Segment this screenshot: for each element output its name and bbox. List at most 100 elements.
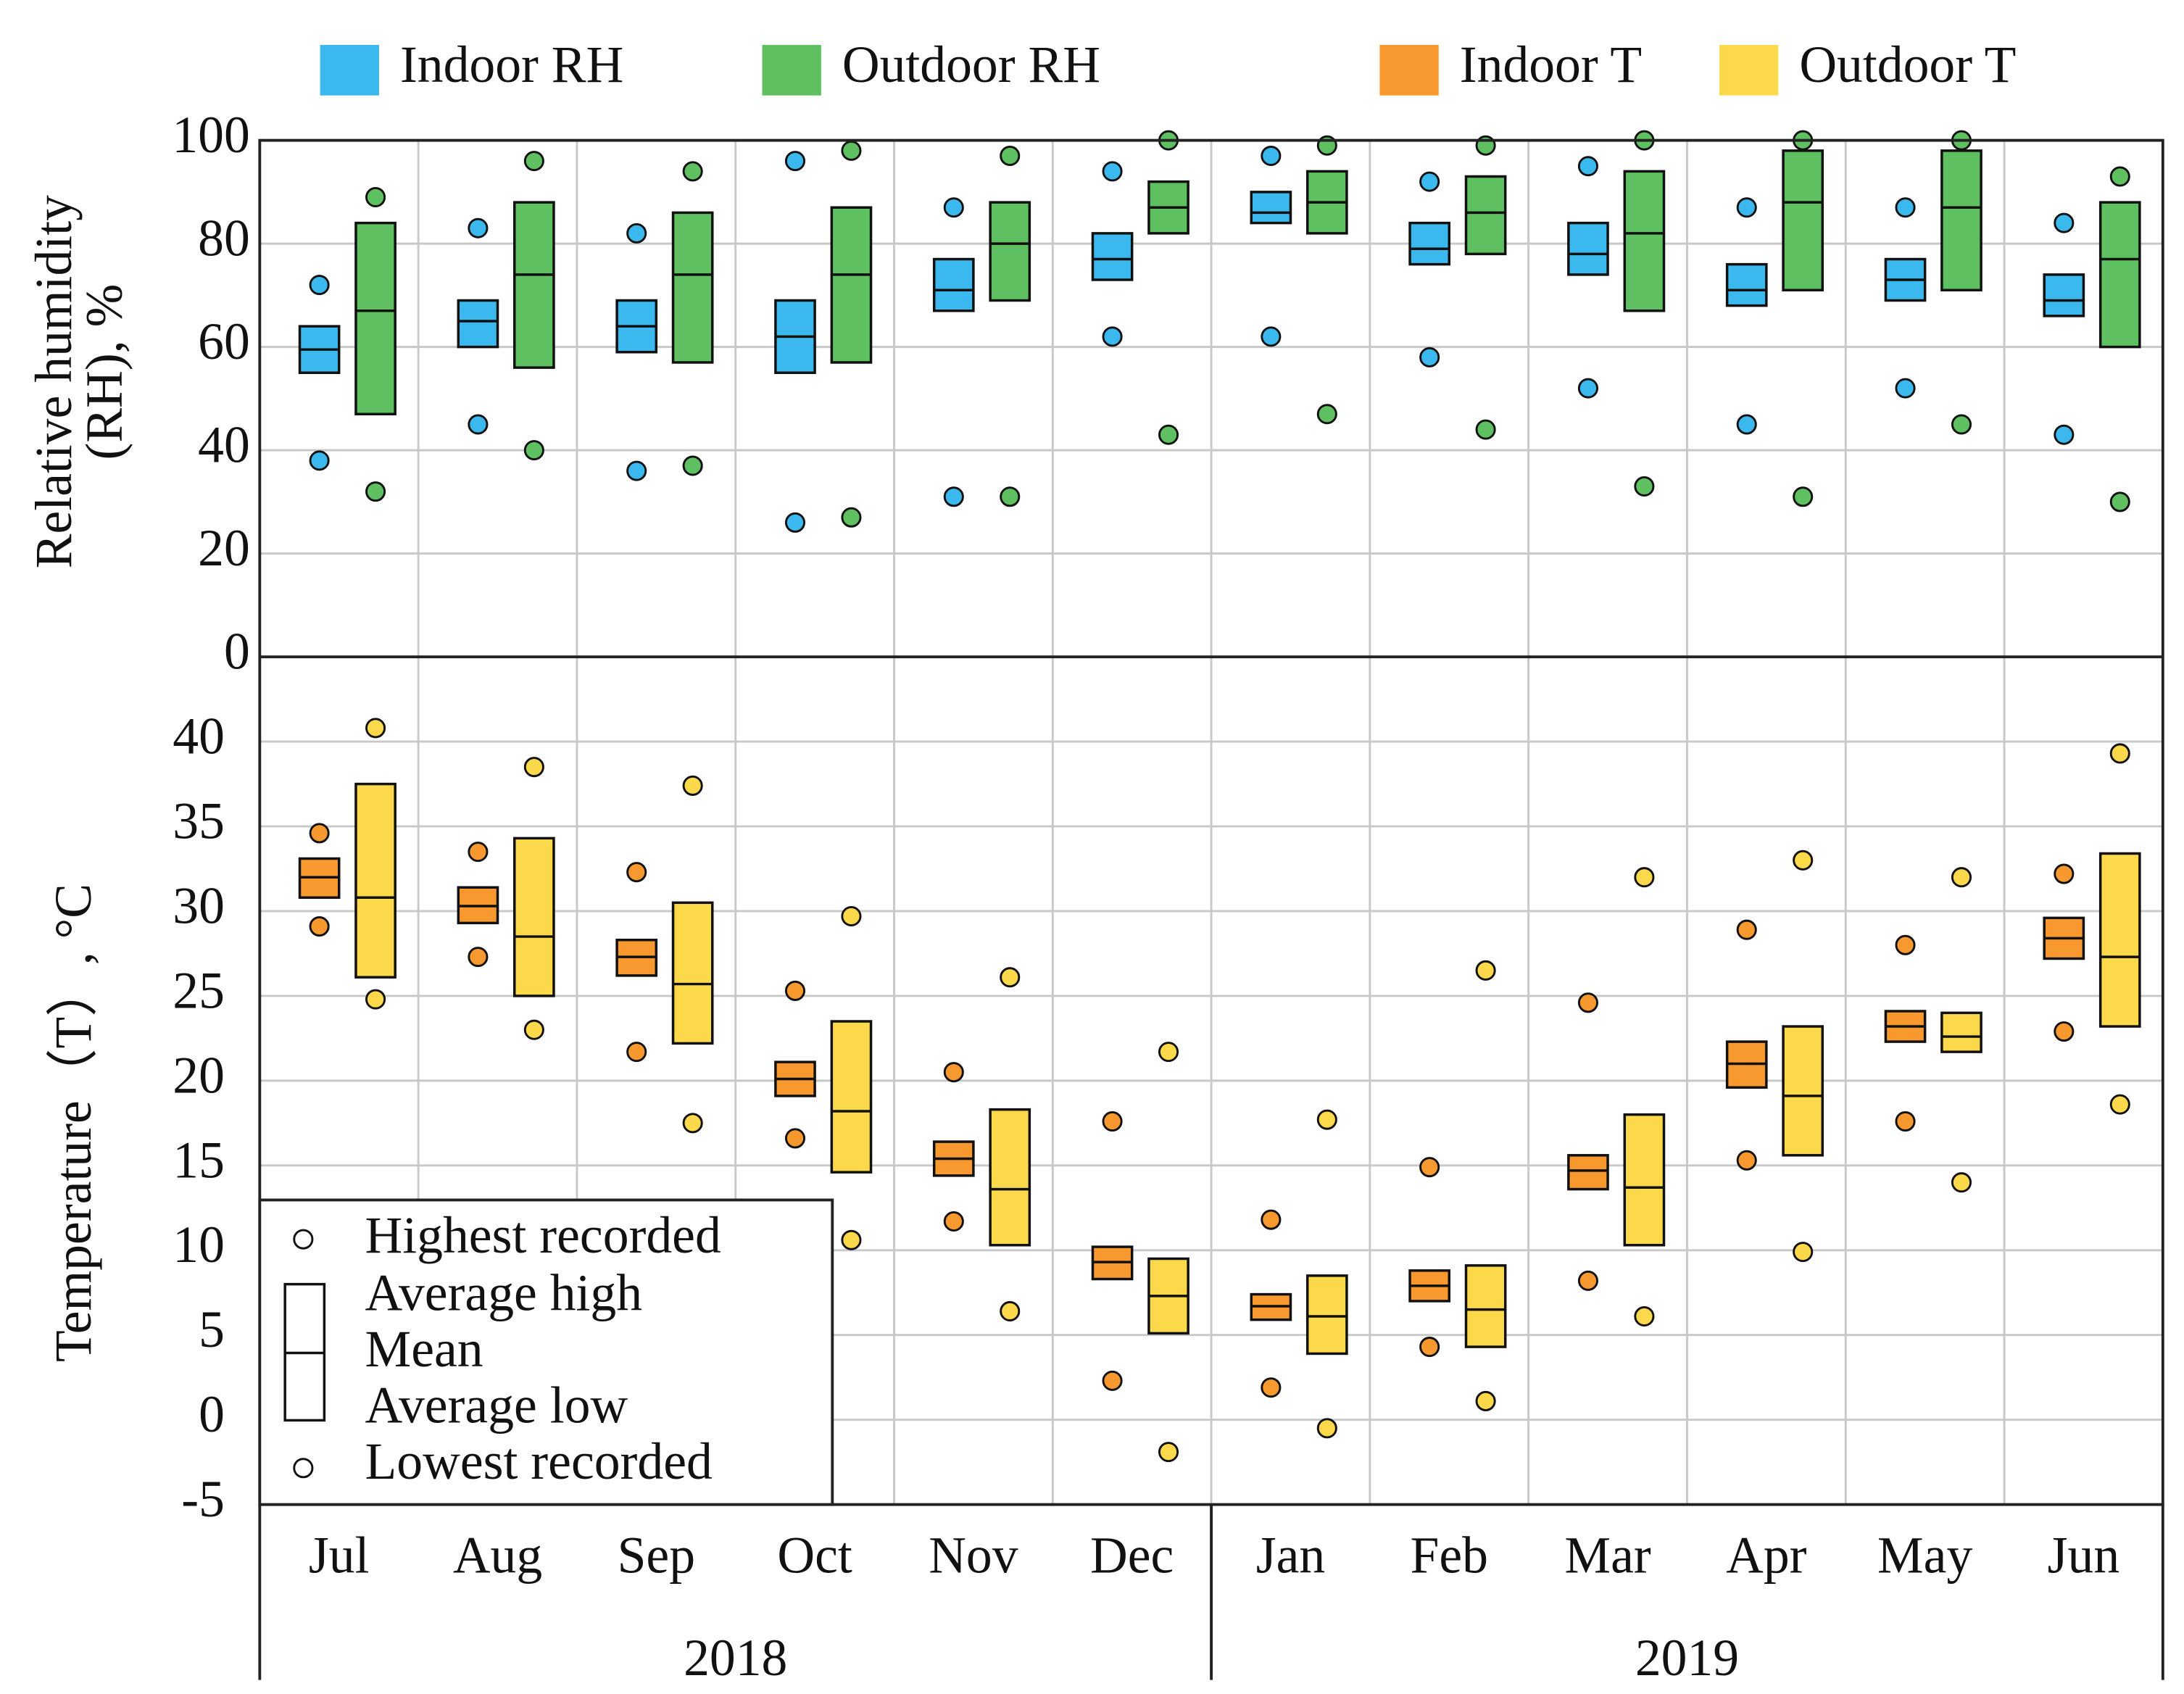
highest-dot	[943, 1062, 964, 1083]
highest-dot	[523, 151, 544, 172]
x-tick-label: Nov	[929, 1527, 1018, 1584]
lowest-dot	[365, 989, 386, 1010]
lowest-dot	[784, 1128, 806, 1149]
range-box	[1940, 1011, 1982, 1053]
highest-dot	[2054, 212, 2075, 233]
highest-dot	[1102, 1110, 1123, 1132]
y-tick-label: 60	[198, 313, 250, 370]
highest-dot	[309, 275, 330, 296]
lowest-dot	[943, 1211, 964, 1232]
x-tick-label: Feb	[1411, 1527, 1488, 1584]
highest-dot	[841, 140, 862, 161]
range-box	[1091, 232, 1134, 281]
lowest-dot	[1475, 419, 1496, 440]
range-box	[1725, 262, 1768, 307]
highest-dot	[1793, 850, 1814, 871]
x-tick-label: Oct	[777, 1527, 852, 1584]
legend-swatch	[320, 44, 379, 96]
key-dot	[293, 1229, 314, 1250]
lowest-dot	[1951, 414, 1972, 435]
lowest-dot	[468, 947, 489, 968]
lowest-dot	[1261, 1377, 1282, 1398]
lowest-dot	[682, 1113, 703, 1134]
legend-swatch	[762, 44, 821, 96]
lowest-dot	[1793, 486, 1814, 507]
lowest-dot	[2054, 1021, 2075, 1042]
lowest-dot	[1419, 1337, 1440, 1358]
highest-dot	[2109, 743, 2130, 764]
range-box	[1940, 149, 1982, 291]
y-tick-label: 15	[173, 1132, 225, 1189]
highest-dot	[626, 862, 647, 883]
range-box	[1623, 1113, 1666, 1247]
lowest-dot	[1577, 1270, 1598, 1291]
highest-dot	[468, 217, 489, 238]
range-box	[1567, 221, 1609, 276]
highest-dot	[682, 161, 703, 182]
key-label: Highest recorded	[365, 1207, 721, 1264]
lowest-dot	[841, 1229, 862, 1250]
highest-dot	[1895, 934, 1916, 955]
highest-dot	[523, 757, 544, 778]
range-box	[513, 201, 555, 369]
range-box	[2098, 852, 2141, 1028]
lowest-dot	[309, 450, 330, 471]
lowest-dot	[1895, 1110, 1916, 1132]
lowest-dot	[1793, 1242, 1814, 1263]
lowest-dot	[1158, 1442, 1179, 1463]
range-box	[1464, 1264, 1507, 1348]
range-box	[989, 201, 1031, 302]
range-box	[1782, 149, 1824, 291]
lowest-dot	[2109, 491, 2130, 512]
legend-label: Indoor T	[1460, 36, 1642, 94]
lowest-dot	[1316, 404, 1337, 425]
x-tick-label: Sep	[618, 1527, 695, 1584]
legend-label: Outdoor RH	[842, 36, 1100, 94]
highest-dot	[1261, 1209, 1282, 1230]
range-box	[830, 206, 873, 364]
highest-dot	[784, 151, 806, 172]
y-tick-label: 0	[199, 1386, 225, 1443]
lowest-dot	[2109, 1094, 2130, 1115]
lowest-dot	[2054, 424, 2075, 445]
range-box	[1623, 170, 1666, 312]
lowest-dot	[1158, 424, 1179, 445]
y-axis-label: Temperature（T）, °C	[45, 884, 102, 1362]
highest-dot	[943, 197, 964, 218]
y-tick-label: 20	[173, 1047, 225, 1104]
x-tick-label: Jan	[1256, 1527, 1325, 1584]
key-dot	[293, 1458, 314, 1479]
highest-dot	[1261, 145, 1282, 167]
key-box	[258, 1198, 834, 1506]
legend-swatch	[1719, 44, 1779, 96]
highest-dot	[1419, 1157, 1440, 1178]
highest-dot	[1158, 1042, 1179, 1063]
x-tick-label: Jun	[2048, 1527, 2120, 1584]
highest-dot	[682, 775, 703, 796]
y-axis-label: (RH), %	[76, 284, 133, 460]
highest-dot	[1000, 145, 1021, 167]
lowest-dot	[1895, 378, 1916, 399]
range-box	[2098, 201, 2141, 349]
lowest-dot	[365, 481, 386, 502]
highest-dot	[2109, 166, 2130, 187]
highest-dot	[626, 223, 647, 244]
lowest-dot	[1000, 1300, 1021, 1322]
highest-dot	[1475, 960, 1496, 981]
legend-label: Outdoor T	[1799, 36, 2016, 94]
highest-dot	[309, 823, 330, 844]
range-box	[989, 1108, 1031, 1247]
range-box	[354, 221, 396, 416]
highest-dot	[1577, 156, 1598, 177]
lowest-dot	[682, 455, 703, 476]
highest-dot	[365, 718, 386, 739]
key-label: Mean	[365, 1321, 483, 1378]
lowest-dot	[523, 1019, 544, 1040]
x-tick-label: May	[1877, 1527, 1972, 1584]
highest-dot	[1736, 919, 1757, 940]
lowest-dot	[1577, 378, 1598, 399]
lowest-dot	[1419, 346, 1440, 368]
y-tick-label: 40	[173, 708, 225, 765]
highest-dot	[1577, 992, 1598, 1013]
